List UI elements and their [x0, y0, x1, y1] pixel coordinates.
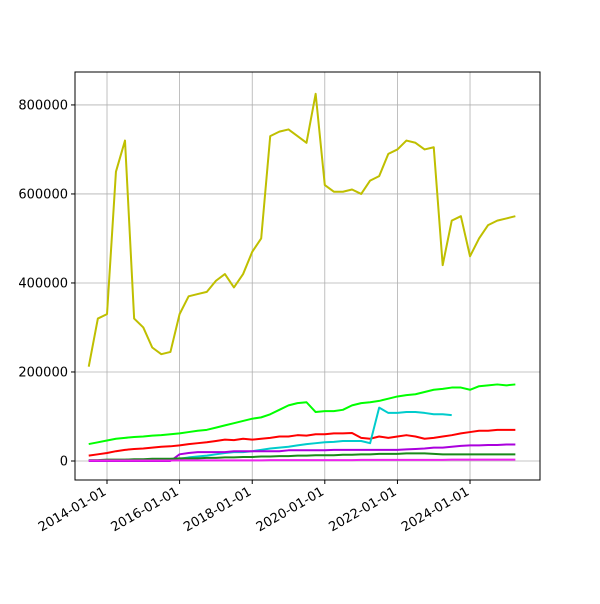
y-tick-label: 400000 [18, 276, 68, 291]
y-tick-label: 800000 [18, 98, 68, 113]
series-line [88, 383, 516, 446]
plot-frame [74, 71, 541, 481]
series-line [88, 458, 516, 462]
y-tick-label: 200000 [18, 365, 68, 380]
y-tick-label: 0 [60, 454, 68, 469]
series-line [88, 452, 516, 462]
series-line [87, 92, 516, 367]
series-line [88, 428, 516, 457]
y-tick-label: 600000 [18, 187, 68, 202]
